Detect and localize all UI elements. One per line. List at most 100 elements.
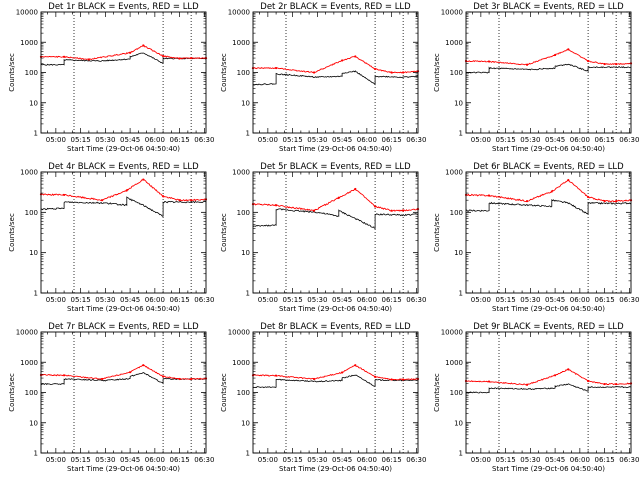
- y-tick-label: 1000: [20, 39, 38, 47]
- lld-data-point: [603, 382, 606, 386]
- panel-det-2: Det 2r BLACK = Events, RED = LLD 1 10 100 10…: [220, 2, 426, 153]
- x-tick-label: 06:30: [619, 296, 639, 304]
- x-tick-label: 06:15: [595, 456, 615, 464]
- lld-data-point: [312, 71, 316, 74]
- lld-data-point: [554, 53, 557, 57]
- plot-frame: [40, 171, 207, 294]
- lld-data-point: [587, 59, 590, 63]
- x-axis-label: Start Time (29-Oct-06 04:50:40): [67, 465, 180, 473]
- y-tick-label: 1000: [232, 169, 250, 177]
- x-tick-label: 06:00: [570, 136, 590, 144]
- lld-data-point: [615, 382, 618, 386]
- lld-data-point: [312, 377, 316, 381]
- events-series-line: [40, 196, 207, 217]
- x-tick-label: 06:15: [382, 296, 402, 304]
- lld-data-point: [567, 368, 570, 371]
- x-tick-label: 05:30: [307, 296, 327, 304]
- y-tick-label: 100: [450, 209, 463, 217]
- y-tick-label: 10000: [228, 9, 250, 17]
- y-tick-label: 10: [454, 419, 463, 427]
- y-tick-label: 1: [34, 130, 38, 138]
- x-axis-label: Start Time (29-Oct-06 04:50:40): [492, 465, 605, 473]
- lld-series-line: [465, 48, 632, 66]
- lld-data-point: [275, 374, 278, 377]
- y-tick-label: 1000: [445, 39, 463, 47]
- lld-data-point: [63, 193, 66, 197]
- plot-frame: [252, 331, 419, 454]
- y-tick-label: 10000: [16, 329, 38, 337]
- lld-data-point: [603, 62, 606, 66]
- x-tick-label: 06:15: [170, 296, 190, 304]
- lld-data-point: [125, 189, 128, 192]
- panel-title: Det 7r BLACK = Events, RED = LLD: [48, 322, 199, 332]
- x-tick-label: 05:30: [307, 456, 327, 464]
- y-tick-label: 100: [25, 69, 38, 77]
- x-tick-label: 05:00: [258, 136, 278, 144]
- lld-data-point: [142, 178, 145, 181]
- y-tick-label: 10000: [441, 329, 463, 337]
- y-tick-label: 10: [241, 419, 250, 427]
- panel-det-7: Det 7r BLACK = Events, RED = LLD 1 10 100 10…: [8, 322, 214, 473]
- events-series-line: [40, 372, 207, 386]
- y-tick-label: 100: [237, 209, 250, 217]
- x-tick-label: 05:15: [71, 296, 91, 304]
- y-tick-label: 1: [34, 450, 38, 458]
- y-tick-label: 1: [246, 450, 250, 458]
- x-tick-label: 05:45: [120, 296, 140, 304]
- panel-det-1: Det 1r BLACK = Events, RED = LLD 1 10 100 10…: [8, 2, 214, 153]
- y-axis-label: Counts/sec: [433, 373, 441, 412]
- y-tick-label: 10: [454, 249, 463, 257]
- plot-frame: [40, 11, 207, 134]
- panel-det-5: Det 5r BLACK = Events, RED = LLD 1 10 100 10…: [220, 162, 426, 313]
- panel-title: Det 5r BLACK = Events, RED = LLD: [260, 162, 411, 172]
- x-tick-label: 05:45: [120, 136, 140, 144]
- y-axis-label: Counts/sec: [220, 213, 228, 252]
- lld-data-point: [587, 195, 590, 199]
- lld-data-point: [488, 194, 491, 197]
- events-series-line: [252, 70, 419, 86]
- lld-data-point: [567, 48, 570, 51]
- x-tick-label: 06:00: [570, 296, 590, 304]
- lld-data-point: [402, 71, 405, 74]
- x-tick-label: 06:15: [595, 136, 615, 144]
- lld-series-line: [465, 178, 632, 203]
- x-tick-label: 05:30: [520, 136, 540, 144]
- lld-data-point: [390, 71, 393, 74]
- y-tick-label: 10: [29, 419, 38, 427]
- lld-series-line: [252, 364, 418, 381]
- lld-data-point: [337, 196, 340, 199]
- lld-data-point: [63, 374, 66, 377]
- y-tick-label: 1: [459, 290, 463, 298]
- panel-det-3: Det 3r BLACK = Events, RED = LLD 1 10 100 10…: [433, 2, 639, 153]
- x-tick-label: 05:45: [545, 136, 565, 144]
- plot-frame: [252, 11, 419, 134]
- x-tick-label: 05:00: [46, 296, 66, 304]
- y-tick-label: 10000: [228, 329, 250, 337]
- x-tick-label: 05:30: [520, 296, 540, 304]
- y-tick-label: 1: [459, 450, 463, 458]
- lld-data-point: [615, 62, 618, 66]
- x-tick-label: 06:30: [619, 136, 639, 144]
- x-tick-label: 06:00: [357, 456, 377, 464]
- plot-frame: [40, 331, 207, 454]
- plot-frame: [465, 171, 632, 294]
- x-tick-label: 05:15: [496, 136, 516, 144]
- lld-data-point: [354, 364, 357, 367]
- panel-title: Det 8r BLACK = Events, RED = LLD: [260, 322, 411, 332]
- y-tick-label: 1: [34, 290, 38, 298]
- lld-data-point: [162, 195, 165, 198]
- x-tick-label: 05:15: [283, 296, 303, 304]
- y-tick-label: 100: [237, 69, 250, 77]
- lld-data-point: [63, 55, 66, 58]
- events-series-line: [465, 199, 632, 216]
- x-tick-label: 05:15: [496, 296, 516, 304]
- y-tick-label: 10: [241, 99, 250, 107]
- lld-data-point: [178, 199, 181, 202]
- lld-series-line: [40, 179, 207, 202]
- y-tick-label: 10000: [16, 9, 38, 17]
- x-tick-label: 06:00: [145, 136, 165, 144]
- x-tick-label: 05:15: [283, 456, 303, 464]
- panel-title: Det 1r BLACK = Events, RED = LLD: [48, 2, 199, 12]
- lld-data-point: [525, 63, 529, 66]
- lld-data-point: [312, 209, 316, 212]
